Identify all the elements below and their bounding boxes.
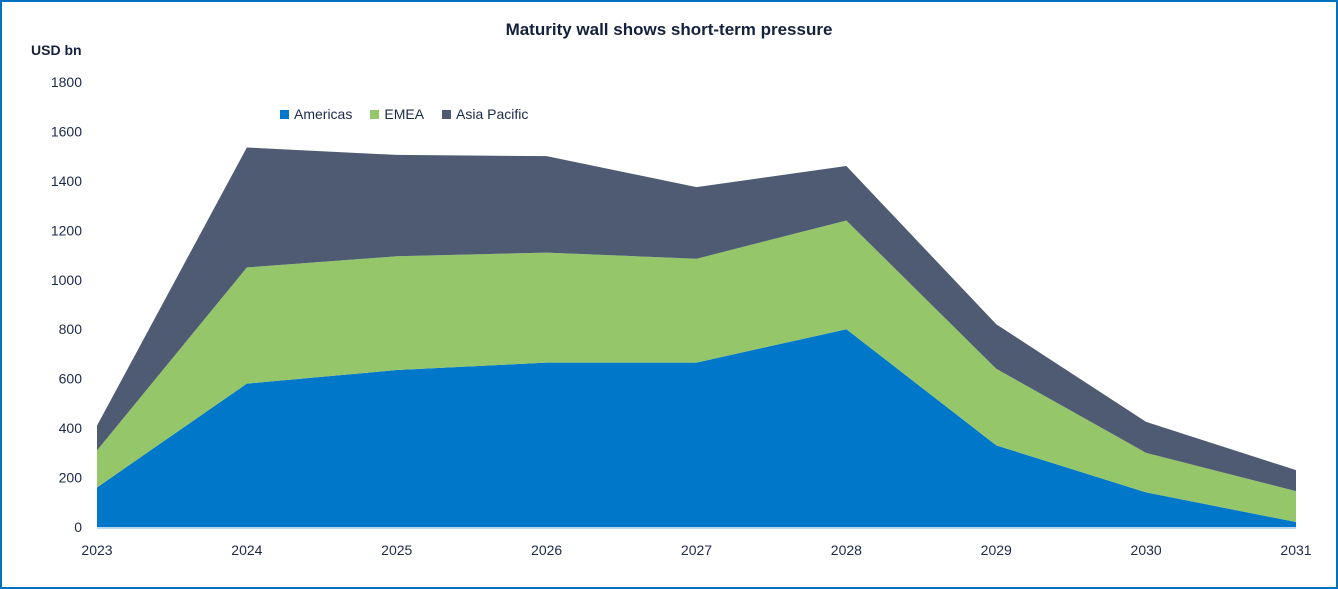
y-tick-label: 400: [59, 420, 83, 436]
y-tick-label: 800: [59, 321, 83, 337]
x-tick-label: 2024: [231, 542, 262, 558]
y-tick-label: 1000: [51, 272, 82, 288]
x-tick-label: 2029: [981, 542, 1012, 558]
y-tick-label: 1200: [51, 222, 82, 238]
legend-swatch: [442, 109, 452, 119]
area-layer: [97, 147, 1296, 527]
y-axis-label: USD bn: [31, 42, 82, 58]
area-emea: [97, 220, 1296, 523]
chart-title: Maturity wall shows short-term pressure: [505, 20, 833, 39]
y-tick-label: 1600: [51, 123, 82, 139]
legend-label: Americas: [294, 106, 353, 122]
x-tick-label: 2028: [831, 542, 862, 558]
x-tick-label: 2026: [531, 542, 562, 558]
legend-item: Americas: [280, 106, 352, 122]
y-axis-ticks: 0 200 400 600 800 1000 1200 1400 1600 1800: [51, 74, 82, 535]
legend-item: EMEA: [370, 106, 424, 122]
y-tick-label: 200: [59, 470, 83, 486]
area-asia-pacific: [97, 147, 1296, 492]
legend-label: EMEA: [384, 106, 425, 122]
x-tick-label: 2023: [81, 542, 112, 558]
x-tick-label: 2025: [381, 542, 412, 558]
legend-item: Asia Pacific: [442, 106, 528, 122]
area-americas: [97, 329, 1296, 527]
legend-swatch: [280, 109, 289, 119]
x-tick-label: 2030: [1131, 542, 1162, 558]
y-tick-label: 0: [74, 519, 82, 535]
y-tick-label: 1800: [51, 74, 82, 90]
x-tick-label: 2027: [681, 542, 712, 558]
legend-label: Asia Pacific: [456, 106, 529, 122]
legend-swatch: [370, 109, 380, 119]
y-tick-label: 1400: [51, 173, 82, 189]
legend: Americas EMEA Asia Pacific: [280, 106, 528, 122]
x-axis-ticks: 2023 2024 2025 2026 2027 2028 2029 2030 2031: [81, 542, 1311, 558]
x-tick-label: 2031: [1280, 542, 1311, 558]
y-tick-label: 600: [59, 371, 83, 387]
